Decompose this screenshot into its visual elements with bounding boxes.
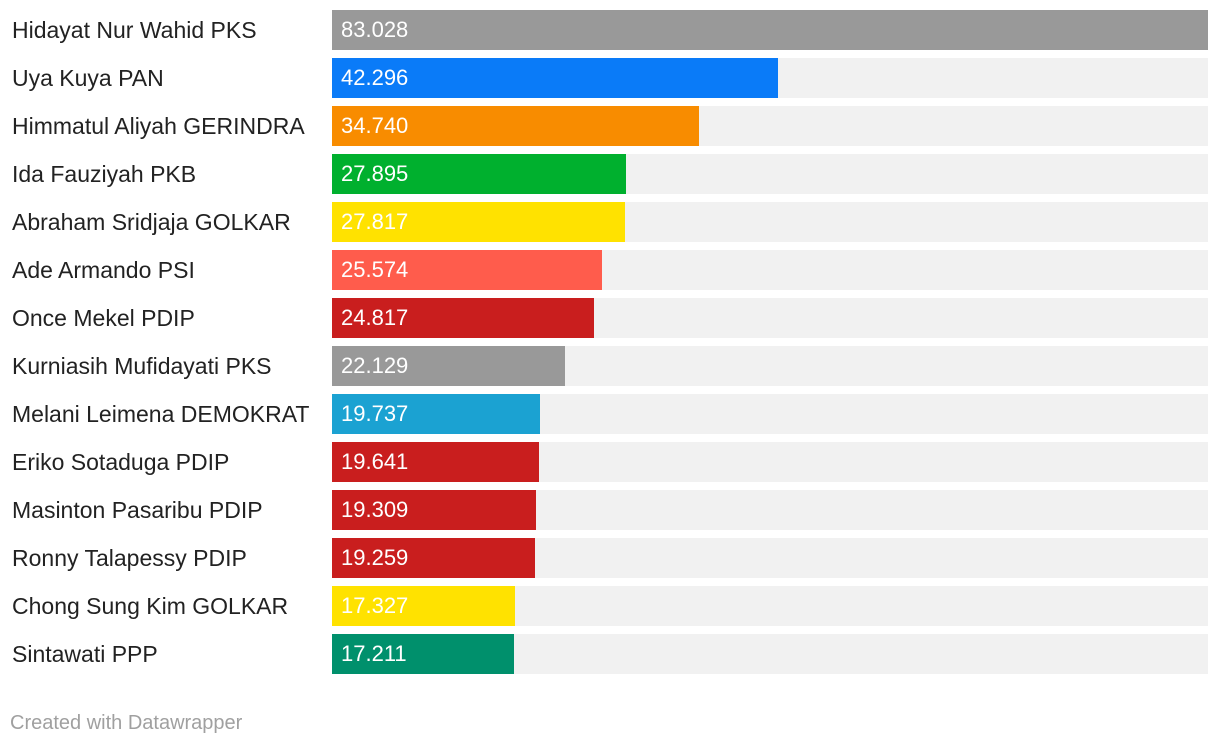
- category-label: Ida Fauziyah PKB: [12, 161, 197, 187]
- bar-track: 42.296: [332, 58, 1208, 98]
- category-label: Himmatul Aliyah GERINDRA: [12, 113, 305, 139]
- category-label: Hidayat Nur Wahid PKS: [12, 17, 257, 43]
- bar-value-label: 17.211: [341, 641, 407, 666]
- category-label: Kurniasih Mufidayati PKS: [12, 353, 272, 379]
- category-label: Masinton Pasaribu PDIP: [12, 497, 263, 523]
- bar-value-label: 24.817: [341, 305, 409, 330]
- bar-row: Melani Leimena DEMOKRAT 19.737: [0, 394, 1220, 434]
- bar-value-label: 83.028: [341, 17, 409, 42]
- category-label: Chong Sung Kim GOLKAR: [12, 593, 289, 619]
- bar-track: 83.028: [332, 10, 1208, 50]
- bar: [332, 442, 539, 482]
- category-label: Eriko Sotaduga PDIP: [12, 449, 230, 475]
- category-label: Ronny Talapessy PDIP: [12, 545, 247, 571]
- category-label: Uya Kuya PAN: [12, 65, 164, 91]
- bar: [332, 634, 514, 674]
- bar-row: Masinton Pasaribu PDIP 19.309: [0, 490, 1220, 530]
- bar-track: 19.259: [332, 538, 1208, 578]
- bar-track: 25.574: [332, 250, 1208, 290]
- bar-track: 34.740: [332, 106, 1208, 146]
- bar-row: Abraham Sridjaja GOLKAR 27.817: [0, 202, 1220, 242]
- bar-row: Sintawati PPP 17.211: [0, 634, 1220, 674]
- bar-value-label: 17.327: [341, 593, 409, 618]
- bar: [332, 298, 594, 338]
- category-label: Melani Leimena DEMOKRAT: [12, 401, 310, 427]
- bar: [332, 154, 626, 194]
- bar-row: Ade Armando PSI 25.574: [0, 250, 1220, 290]
- bar-row: Uya Kuya PAN 42.296: [0, 58, 1220, 98]
- bar-track: 19.641: [332, 442, 1208, 482]
- bar-row: Himmatul Aliyah GERINDRA 34.740: [0, 106, 1220, 146]
- bar-value-label: 27.895: [341, 161, 409, 186]
- bar: [332, 346, 565, 386]
- bar-track: 17.211: [332, 634, 1208, 674]
- bar-value-label: 27.817: [341, 209, 409, 234]
- bar-value-label: 34.740: [341, 113, 409, 138]
- bar: [332, 490, 536, 530]
- bar-row: Eriko Sotaduga PDIP 19.641: [0, 442, 1220, 482]
- bar-row: Hidayat Nur Wahid PKS 83.028: [0, 10, 1220, 50]
- bar-value-label: 22.129: [341, 353, 409, 378]
- bar-value-label: 19.309: [341, 497, 409, 522]
- bar-row: Ida Fauziyah PKB 27.895: [0, 154, 1220, 194]
- bar-value-label: 42.296: [341, 65, 409, 90]
- bar: [332, 394, 540, 434]
- category-label: Abraham Sridjaja GOLKAR: [12, 209, 291, 235]
- bar-track: 27.817: [332, 202, 1208, 242]
- category-label: Once Mekel PDIP: [12, 305, 195, 331]
- bar: [332, 250, 602, 290]
- bar: [332, 10, 1208, 50]
- bar-row: Once Mekel PDIP 24.817: [0, 298, 1220, 338]
- bar-row: Kurniasih Mufidayati PKS 22.129: [0, 346, 1220, 386]
- bar-track: 19.737: [332, 394, 1208, 434]
- bar-track: 24.817: [332, 298, 1208, 338]
- bar: [332, 202, 625, 242]
- bar-row: Chong Sung Kim GOLKAR 17.327: [0, 586, 1220, 626]
- bar-value-label: 19.737: [341, 401, 409, 426]
- category-label: Sintawati PPP: [12, 641, 158, 667]
- bar-track: 22.129: [332, 346, 1208, 386]
- bar-value-label: 25.574: [341, 257, 409, 282]
- bar-track: 27.895: [332, 154, 1208, 194]
- datawrapper-credit[interactable]: Created with Datawrapper: [10, 712, 243, 734]
- bar-chart: Hidayat Nur Wahid PKS 83.028 Uya Kuya PAN 4…: [0, 10, 1220, 674]
- bar: [332, 106, 699, 146]
- bar-track: 17.327: [332, 586, 1208, 626]
- bar: [332, 58, 778, 98]
- bar: [332, 586, 515, 626]
- bar-track: 19.309: [332, 490, 1208, 530]
- bar-value-label: 19.259: [341, 545, 409, 570]
- category-label: Ade Armando PSI: [12, 257, 195, 283]
- bar-value-label: 19.641: [341, 449, 409, 474]
- bar-row: Ronny Talapessy PDIP 19.259: [0, 538, 1220, 578]
- bar: [332, 538, 535, 578]
